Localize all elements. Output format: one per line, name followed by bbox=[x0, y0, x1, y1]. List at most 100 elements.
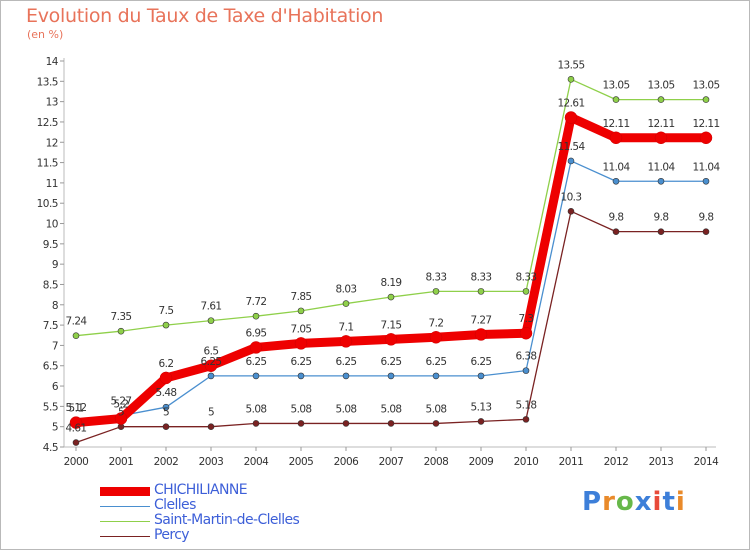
y-tick-label: 6 bbox=[52, 381, 59, 393]
data-label: 5.18 bbox=[516, 399, 537, 411]
data-label: 5.08 bbox=[246, 403, 267, 415]
legend-swatch bbox=[100, 536, 150, 537]
data-point bbox=[432, 420, 440, 427]
data-label: 11.54 bbox=[557, 141, 585, 153]
x-tick-label: 2000 bbox=[64, 456, 89, 468]
data-point bbox=[162, 321, 170, 329]
logo-letter: x bbox=[634, 487, 653, 517]
data-point bbox=[162, 423, 170, 430]
data-point bbox=[342, 420, 350, 427]
legend-label: CHICHILIANNE bbox=[154, 482, 248, 498]
data-label: 8.03 bbox=[336, 284, 357, 296]
data-label: 12.11 bbox=[602, 118, 629, 130]
data-label: 11.04 bbox=[692, 161, 720, 173]
data-point bbox=[567, 75, 575, 83]
y-tick-label: 11.5 bbox=[37, 158, 58, 170]
logo-letter: P bbox=[582, 487, 603, 517]
data-point bbox=[72, 332, 80, 339]
data-point bbox=[252, 372, 260, 380]
data-label: 7.05 bbox=[291, 323, 312, 335]
data-label: 5.12 bbox=[66, 402, 87, 414]
data-label: 5 bbox=[208, 407, 214, 419]
legend-swatch bbox=[100, 521, 150, 522]
x-tick-label: 2007 bbox=[379, 456, 404, 468]
data-point bbox=[432, 372, 440, 380]
data-point bbox=[474, 328, 488, 341]
data-point bbox=[117, 327, 125, 335]
legend-swatch bbox=[100, 506, 150, 507]
data-point bbox=[204, 359, 218, 372]
data-label: 6.25 bbox=[471, 356, 492, 368]
data-label: 7.35 bbox=[111, 311, 132, 323]
y-tick-label: 5.5 bbox=[43, 401, 58, 413]
data-label: 4.61 bbox=[66, 423, 87, 435]
data-point bbox=[657, 177, 665, 185]
data-point bbox=[207, 317, 215, 324]
data-point bbox=[612, 228, 620, 235]
logo-letter: t bbox=[662, 487, 676, 517]
proxiti-logo: Proxiti bbox=[582, 487, 686, 517]
y-tick-label: 9.5 bbox=[43, 239, 58, 251]
data-point bbox=[657, 228, 665, 235]
x-tick-label: 2004 bbox=[244, 456, 270, 468]
data-label: 8.33 bbox=[516, 271, 537, 283]
data-label: 5.2 bbox=[114, 399, 129, 411]
data-label: 8.19 bbox=[381, 277, 402, 289]
data-point bbox=[297, 307, 305, 315]
data-label: 6.2 bbox=[159, 358, 174, 370]
data-point bbox=[477, 288, 485, 295]
y-tick-label: 7 bbox=[52, 340, 58, 352]
y-tick-label: 8.5 bbox=[43, 279, 58, 291]
data-label: 5 bbox=[163, 407, 169, 419]
x-tick-label: 2010 bbox=[514, 456, 539, 468]
data-point bbox=[477, 418, 485, 425]
data-point bbox=[567, 157, 575, 165]
data-label: 6.25 bbox=[426, 356, 447, 368]
x-tick-label: 2001 bbox=[109, 456, 134, 468]
y-tick-label: 5 bbox=[52, 422, 58, 434]
data-point bbox=[249, 341, 263, 354]
y-tick-label: 12.5 bbox=[37, 117, 58, 129]
data-label: 7.2 bbox=[429, 317, 444, 329]
data-point bbox=[609, 131, 623, 145]
y-tick-label: 8 bbox=[52, 300, 58, 312]
legend-label: Percy bbox=[154, 527, 190, 543]
data-point bbox=[297, 420, 305, 427]
data-label: 6.25 bbox=[246, 356, 267, 368]
data-point bbox=[702, 177, 710, 185]
data-point bbox=[72, 439, 80, 446]
data-point bbox=[429, 331, 443, 344]
data-label: 7.24 bbox=[66, 316, 88, 328]
data-label: 7.5 bbox=[159, 305, 174, 317]
data-label: 6.25 bbox=[201, 356, 222, 368]
data-label: 5.08 bbox=[336, 403, 357, 415]
data-label: 6.25 bbox=[291, 356, 312, 368]
data-point bbox=[294, 337, 308, 350]
data-point bbox=[567, 208, 575, 215]
y-tick-label: 11 bbox=[46, 178, 58, 190]
series-line-clelles bbox=[75, 160, 707, 423]
data-point bbox=[702, 96, 710, 103]
data-label: 12.11 bbox=[692, 118, 719, 130]
data-label: 5.1 bbox=[69, 403, 84, 415]
data-label: 11.04 bbox=[647, 161, 675, 173]
logo-letter: o bbox=[615, 487, 635, 517]
data-label: 7.61 bbox=[201, 301, 222, 313]
x-tick-label: 2006 bbox=[334, 456, 360, 468]
data-point bbox=[252, 420, 260, 427]
data-point bbox=[612, 96, 620, 103]
data-label: 5.08 bbox=[426, 403, 447, 415]
x-tick-label: 2002 bbox=[154, 456, 179, 468]
data-point bbox=[477, 372, 485, 380]
data-label: 6.5 bbox=[204, 346, 219, 358]
data-label: 6.95 bbox=[246, 327, 267, 339]
data-point bbox=[522, 367, 530, 374]
data-label: 7.27 bbox=[471, 314, 492, 326]
legend-label: Saint-Martin-de-Clelles bbox=[154, 512, 300, 528]
data-point bbox=[114, 412, 128, 425]
data-point bbox=[342, 372, 350, 380]
unit-label: (en %) bbox=[27, 28, 64, 41]
data-point bbox=[207, 372, 215, 380]
